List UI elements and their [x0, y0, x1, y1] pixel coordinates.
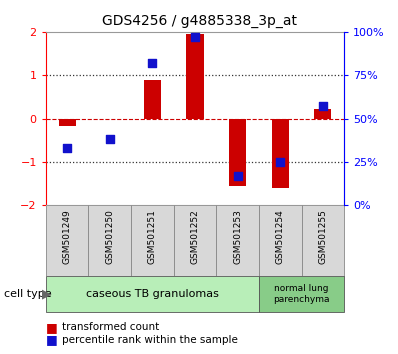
Bar: [229, 119, 246, 186]
Text: caseous TB granulomas: caseous TB granulomas: [86, 289, 219, 299]
Bar: [314, 109, 332, 119]
Bar: [174, 205, 217, 276]
Bar: [272, 119, 289, 188]
Text: GSM501254: GSM501254: [276, 209, 285, 264]
Point: [277, 159, 283, 165]
Text: transformed count: transformed count: [62, 322, 159, 332]
Text: GSM501251: GSM501251: [148, 209, 157, 264]
Point: [192, 34, 198, 40]
Point: [107, 137, 113, 142]
Text: GSM501250: GSM501250: [105, 209, 114, 264]
Bar: [88, 205, 131, 276]
Bar: [59, 119, 76, 126]
Text: GSM501249: GSM501249: [62, 209, 72, 264]
Bar: [131, 205, 174, 276]
Text: GSM501252: GSM501252: [191, 209, 199, 264]
Bar: [46, 205, 88, 276]
Bar: [217, 205, 259, 276]
Bar: [259, 205, 302, 276]
Text: GDS4256 / g4885338_3p_at: GDS4256 / g4885338_3p_at: [101, 14, 297, 28]
Text: normal lung
parenchyma: normal lung parenchyma: [273, 284, 330, 303]
Point: [320, 104, 326, 109]
Point: [149, 60, 156, 66]
Text: GSM501255: GSM501255: [318, 209, 328, 264]
Bar: [144, 80, 161, 119]
Bar: [302, 205, 344, 276]
Text: GSM501253: GSM501253: [233, 209, 242, 264]
Bar: [259, 276, 344, 312]
Text: ■: ■: [46, 321, 58, 334]
Text: cell type: cell type: [4, 289, 52, 299]
Point: [64, 145, 70, 151]
Text: ■: ■: [46, 333, 58, 346]
Bar: [187, 34, 203, 119]
Bar: [46, 276, 259, 312]
Text: ▶: ▶: [42, 287, 51, 300]
Text: percentile rank within the sample: percentile rank within the sample: [62, 335, 238, 345]
Point: [234, 173, 241, 179]
